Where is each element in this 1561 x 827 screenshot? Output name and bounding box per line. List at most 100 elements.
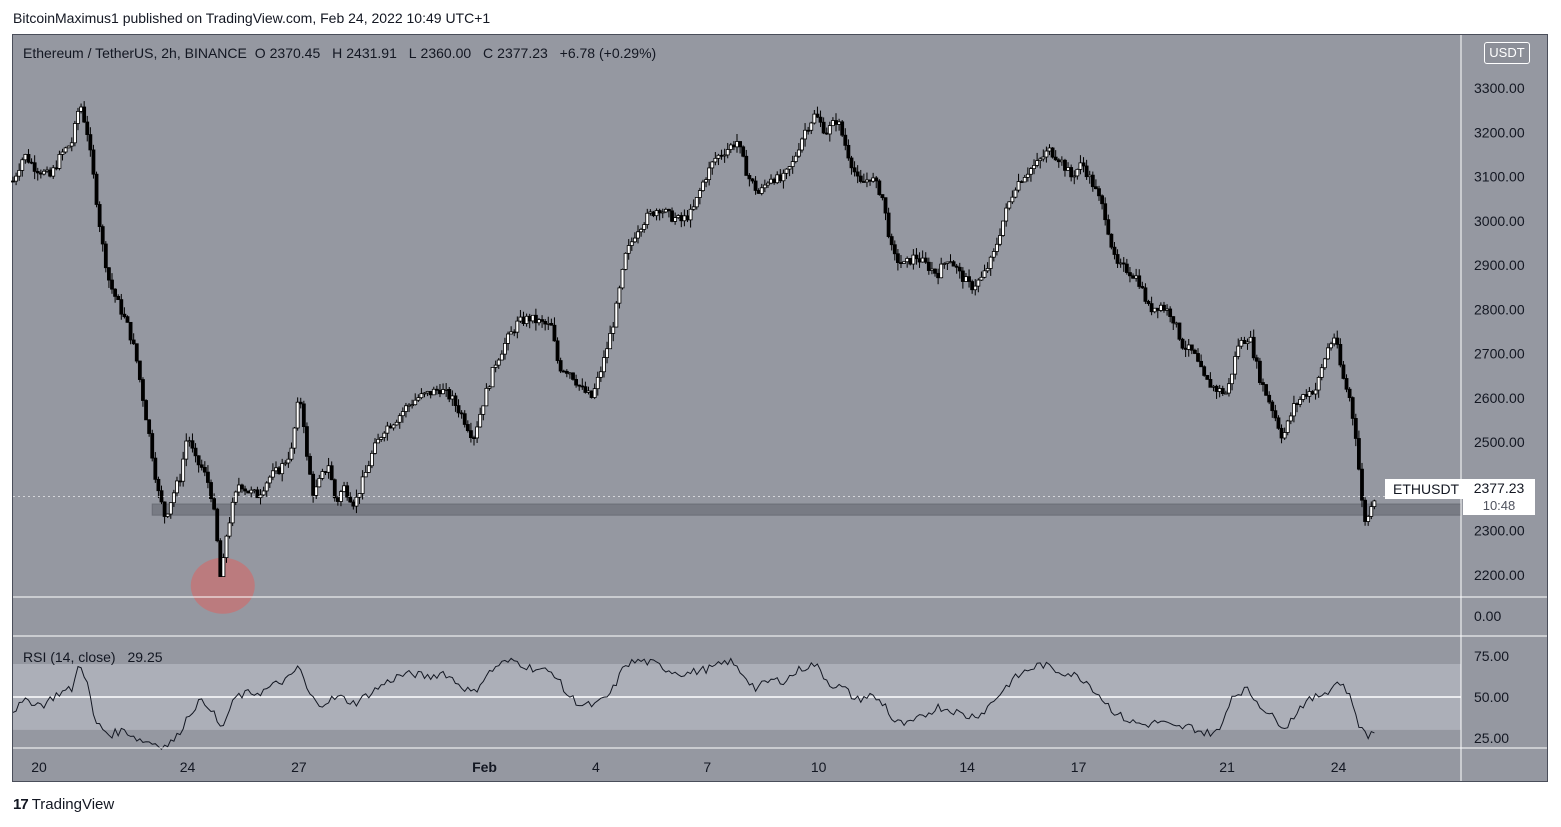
symbol-name[interactable]: Ethereum / TetherUS, 2h, BINANCE [23,45,247,61]
candle-body [280,463,285,475]
candle [1121,257,1126,272]
time-tick-label: 4 [592,759,600,775]
candle [855,165,860,184]
candle-body [137,360,142,380]
candle [113,288,118,303]
price-tick-label: 2500.00 [1474,434,1525,450]
rsi-label[interactable]: RSI (14, close) [23,649,116,665]
rsi-tick-label: 50.00 [1474,689,1509,705]
candle [1186,338,1191,357]
candle-body [806,129,811,132]
candle [917,252,922,268]
candle-body [954,265,959,268]
candle-body [926,261,931,271]
candle [985,262,990,273]
chart-frame[interactable] [12,34,1548,782]
price-tick-label: 3100.00 [1474,169,1525,185]
candle-body [908,258,913,265]
candle [824,127,829,135]
candle-body [911,254,916,265]
currency-unit-button[interactable]: USDT [1484,42,1530,64]
candle [561,369,566,373]
candle [1097,185,1101,201]
candle [936,268,941,285]
candle [1063,158,1067,177]
candle-body [552,324,557,342]
candle-body [119,299,124,315]
candle [116,294,121,301]
candle-body [886,212,891,237]
symbol-legend[interactable]: Ethereum / TetherUS, 2h, BINANCE O 2370.4… [23,45,660,61]
candle [178,473,182,487]
candle [558,357,563,374]
candle [69,137,74,152]
candle [171,489,176,507]
candle [1100,194,1104,210]
candle-body [196,455,201,466]
candle [818,110,823,128]
support-zone [151,503,1462,516]
candle-body [1353,418,1358,439]
candle [1118,258,1123,268]
candle [419,388,424,400]
candle [1313,382,1318,400]
candle-body [917,258,922,263]
candle [1251,329,1256,361]
candle-body [1118,262,1123,265]
candle [240,483,244,493]
candle [1050,147,1055,159]
candle [1279,424,1284,444]
candle-body [821,121,826,134]
candle [490,367,495,388]
candle-body [660,211,665,214]
candle [224,534,229,563]
candle [462,410,467,428]
candle [555,337,560,364]
candle [1038,157,1043,169]
candle-body [407,404,411,407]
candle-body [187,440,192,443]
candle-body [803,129,807,140]
candle-body [391,424,396,429]
candle-body [1019,181,1024,183]
candle [1090,171,1095,192]
candle-body [150,433,155,459]
candle-body [871,177,876,182]
footer-brand[interactable]: 17 TradingView [13,796,114,813]
candle [1254,354,1259,369]
candle-body [332,479,337,499]
candle-body [1267,394,1272,403]
candle-body [1329,343,1333,349]
candle [274,461,278,475]
candle [345,481,350,501]
candle-body [199,464,204,468]
candle [295,397,300,431]
candle [568,372,572,379]
candle-body [493,364,498,368]
candle-body [1155,307,1160,311]
candle-body [434,388,439,391]
candle-body [818,116,823,123]
candle [676,214,681,220]
candle [66,145,71,149]
candle-body [354,496,359,507]
candle-body [447,388,452,400]
rsi-legend[interactable]: RSI (14, close) 29.25 [23,649,171,665]
candle-body [580,385,585,388]
ohlc-high-label: H [332,45,343,61]
price-tick-label: 2200.00 [1474,567,1525,583]
candle [738,141,742,154]
candle [923,252,928,264]
candle [577,384,582,391]
candle-body [697,190,702,198]
candle [1158,302,1163,313]
candle [447,386,452,403]
candle [611,321,616,342]
pane-dividers [13,35,1547,781]
candle-body [1242,339,1247,345]
candle [1087,170,1092,184]
candle [827,121,832,142]
candle-body [1295,403,1299,406]
candle-body [694,197,699,208]
